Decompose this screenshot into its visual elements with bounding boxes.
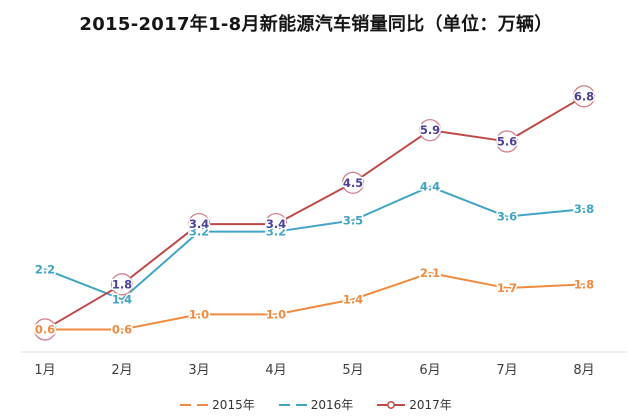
data-label-2017-m5: 4.5 [343, 176, 363, 190]
legend: 2015年 2016年 2017年 [0, 399, 632, 411]
data-point-2017-m8 [572, 85, 596, 108]
data-label-2015-m7: 1.7 [497, 281, 517, 295]
data-label-2016-m2: 1.4 [112, 292, 132, 306]
data-label-2015-m6: 2.1 [420, 266, 440, 280]
legend-dashed-line-icon-2016 [278, 404, 307, 406]
x-axis-tick-m2: 2月 [111, 363, 132, 378]
series-line-2017 [44, 95, 585, 331]
data-label-2015-m1: 0.6 [35, 322, 55, 336]
data-label-2015-m2: 0.6 [112, 322, 132, 336]
legend-item-2016[interactable]: 2016年 [278, 398, 354, 412]
data-label-2015-m8: 1.8 [574, 277, 594, 291]
legend-label-2015: 2015年 [212, 398, 255, 412]
data-label-2015-m3: 1.0 [189, 307, 209, 321]
data-label-2017-m1: 0.6 [35, 322, 55, 336]
legend-label-2017: 2017年 [409, 398, 452, 412]
x-axis-tick-m3: 3月 [188, 363, 209, 378]
x-axis-tick-m6: 6月 [419, 363, 440, 378]
data-label-2015-m5: 1.4 [343, 292, 363, 306]
data-point-2017-m6 [418, 119, 442, 142]
data-point-2017-m4 [264, 213, 288, 236]
data-label-2017-m4: 3.4 [266, 217, 286, 231]
data-label-2016-m3: 3.2 [189, 225, 209, 239]
legend-dashed-line-icon-2015 [180, 404, 209, 406]
x-axis-tick-m7: 7月 [496, 363, 517, 378]
legend-item-2017[interactable]: 2017年 [377, 399, 452, 411]
data-point-2017-m2 [110, 273, 134, 296]
data-point-2017-m1 [33, 318, 57, 341]
data-label-2017-m7: 5.6 [497, 134, 517, 148]
series-line-2016 [44, 185, 585, 301]
data-label-2016-m1: 2.2 [35, 262, 55, 276]
chart-title: 2015-2017年1-8月新能源汽车销量同比（单位：万辆） [79, 14, 553, 35]
data-point-2017-m7 [495, 130, 519, 153]
data-label-2017-m2: 1.8 [112, 277, 132, 291]
data-label-2017-m8: 6.8 [574, 89, 594, 103]
data-label-2016-m8: 3.8 [574, 202, 594, 216]
x-axis-tick-m1: 1月 [34, 363, 55, 378]
legend-item-2015[interactable]: 2015年 [180, 399, 255, 411]
data-label-2017-m3: 3.4 [189, 217, 209, 231]
x-axis-tick-m4: 4月 [265, 363, 286, 378]
data-label-2016-m5: 3.5 [343, 213, 363, 227]
x-axis-tick-m5: 5月 [342, 363, 363, 378]
data-label-2017-m6: 5.9 [420, 123, 440, 137]
legend-label-2016: 2016年 [310, 398, 354, 412]
data-label-2016-m6: 4.4 [420, 180, 440, 194]
data-point-2017-m3 [187, 213, 211, 236]
data-label-2016-m7: 3.6 [497, 210, 517, 224]
x-axis-tick-m8: 8月 [573, 363, 594, 378]
series-line-2015 [44, 272, 585, 331]
data-label-2015-m4: 1.0 [266, 307, 286, 321]
data-point-2017-m5 [341, 171, 365, 194]
legend-line-circle-icon-2017 [377, 401, 406, 409]
legend-circle-marker-2017 [387, 401, 396, 409]
data-label-2016-m4: 3.2 [266, 225, 286, 239]
